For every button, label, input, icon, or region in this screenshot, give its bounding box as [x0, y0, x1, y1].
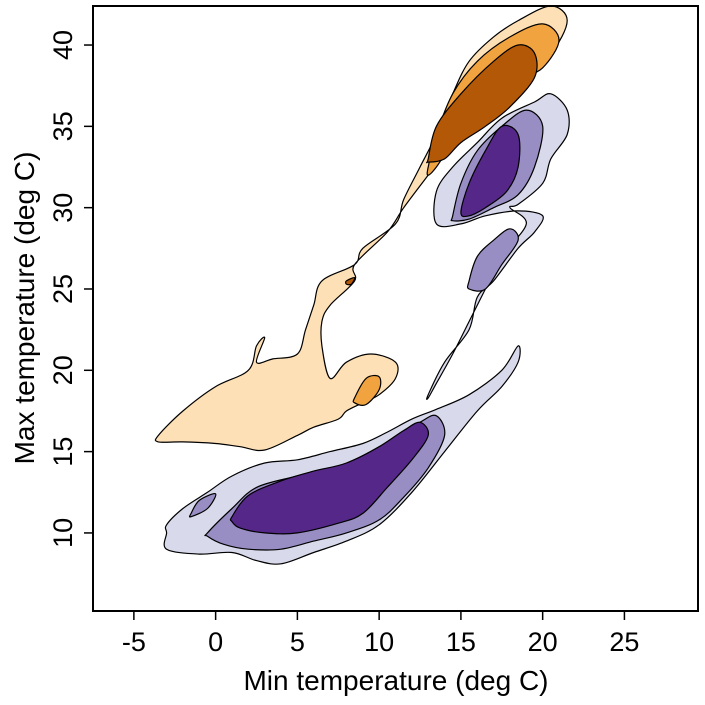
y-axis-title: Max temperature (deg C): [9, 152, 40, 465]
purple-contour-level-2-region-1: [188, 493, 217, 518]
plot-frame: [92, 5, 699, 612]
x-axis-title: Min temperature (deg C): [243, 665, 548, 696]
y-tick-label: 40: [48, 30, 78, 60]
x-tick-label: 10: [364, 627, 394, 657]
x-tick-label: 20: [528, 627, 558, 657]
x-axis: -5 0 5 10 15 20 25: [122, 611, 639, 657]
x-tick-label: -5: [122, 627, 146, 657]
y-tick-label: 15: [48, 437, 78, 467]
y-tick-label: 25: [48, 274, 78, 304]
purple-contour-level-2-region-4: [466, 228, 519, 292]
y-axis: 10 15 20 25 30 35 40: [48, 30, 93, 548]
x-tick-label: 25: [609, 627, 639, 657]
purple-contour-level-3-region-1: [229, 421, 430, 535]
y-tick-label: 35: [48, 111, 78, 141]
x-tick-label: 15: [446, 627, 476, 657]
purple-contour-level-3-region-2: [460, 124, 521, 218]
x-tick-label: 5: [290, 627, 305, 657]
y-tick-label: 30: [48, 193, 78, 223]
orange-contour-level-3-region-2: [345, 276, 356, 286]
y-tick-label: 10: [48, 518, 78, 548]
x-tick-label: 0: [208, 627, 223, 657]
y-tick-label: 20: [48, 355, 78, 385]
orange-contour-level-3-region-1: [426, 44, 538, 164]
contour-layer: [154, 5, 570, 565]
orange-contour-level-2-region-2: [352, 374, 382, 406]
